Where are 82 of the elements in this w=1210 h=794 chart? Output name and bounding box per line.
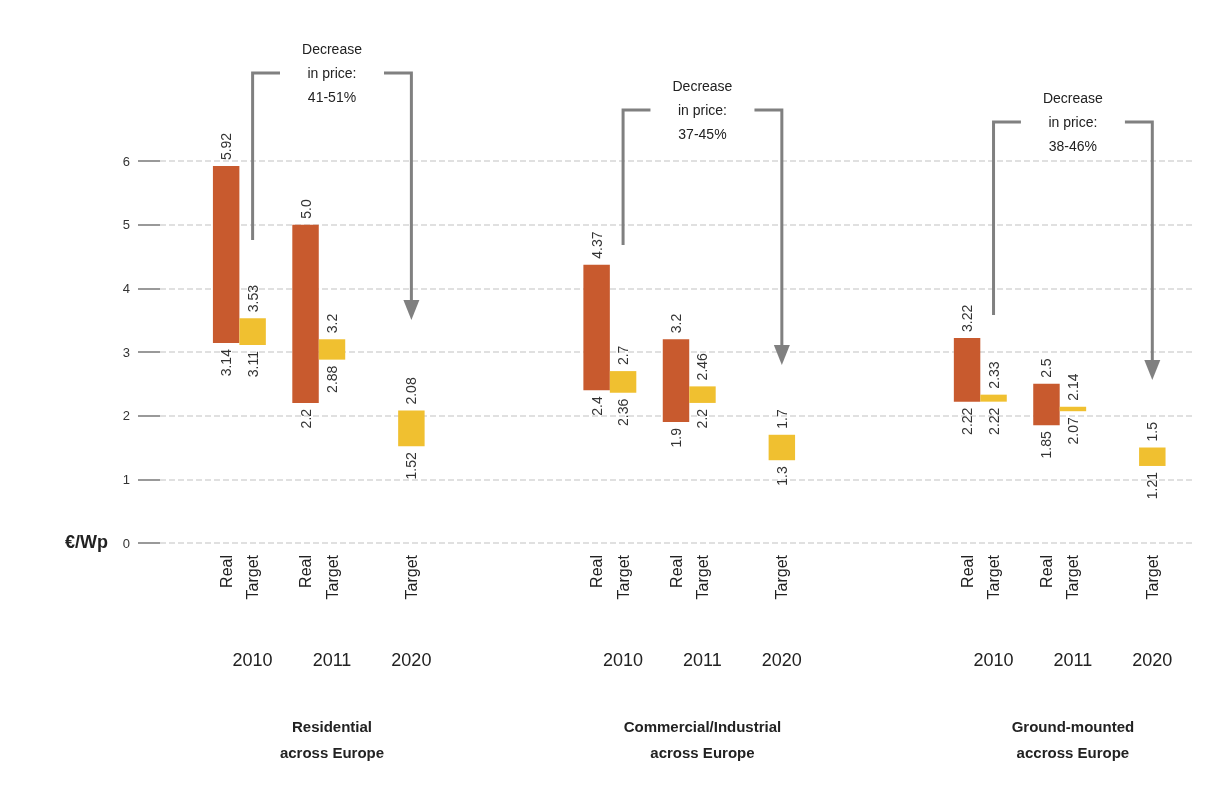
x-tick-label: Target [985,554,1003,600]
x-tick-label: Target [402,554,420,600]
data-label: 5.92 [218,132,235,161]
bar [1139,447,1166,466]
annotation: 2.22 [959,407,976,435]
text: 2020 [761,650,802,671]
text: 2020 [391,650,432,671]
annotation: 1.3 [773,466,790,486]
annotation: 3.14 [218,348,235,377]
bar [953,337,981,402]
bar [212,166,240,344]
bar [292,224,319,403]
bar [662,339,690,423]
text: Ground-mounted accross Europe [1011,717,1135,763]
text: 2010 [973,650,1014,671]
annotation: 1.21 [1144,471,1161,500]
annotation: 1.9 [668,427,684,448]
data-label: 2.46 [694,352,711,381]
text: 2011 [1053,650,1093,671]
bar [398,410,425,447]
annotation: 2.88 [324,365,340,393]
x-tick-label: Real [297,555,315,588]
x-tick-label: Target [323,554,341,600]
bar [689,386,716,403]
annotation: 2.36 [615,398,632,426]
y-tick-label: 6 [122,153,130,169]
annotation: 1.85 [1038,431,1055,459]
bar [583,264,610,391]
x-tick-label: Real [1037,555,1055,588]
data-label: 2.14 [1064,373,1081,401]
y-tick-label: 1 [122,471,130,487]
x-tick-label: Target [693,554,711,600]
x-tick-label: Real [958,555,976,588]
text: 2010 [603,650,644,671]
data-label: 3.2 [668,313,684,334]
y-tick-label: 0 [122,535,130,551]
x-tick-label: Real [217,555,235,588]
data-label: 2.5 [1038,358,1055,378]
text: Residential across Europe [279,717,385,763]
data-label: 4.37 [588,231,605,259]
text: 2011 [683,650,722,671]
y-tick-label: 2 [122,408,130,424]
y-tick-label: 5 [122,217,130,233]
text: 2011 [312,650,352,671]
data-label: 1.5 [1144,421,1161,442]
x-tick-label: Target [614,554,632,600]
annotation: 2.2 [694,408,711,429]
data-label: 5.0 [297,198,314,219]
bar [318,339,346,360]
data-label: 1.7 [773,409,790,429]
annotation: 2.4 [588,395,605,416]
bar [1033,383,1060,426]
bar [980,394,1007,402]
y-tick-label: 3 [122,344,130,360]
bar [768,434,796,461]
bar [609,371,637,393]
x-tick-label: Real [588,555,606,588]
data-label: 3.53 [244,284,261,313]
x-tick-label: Target [1143,554,1161,600]
data-label: 3.2 [324,313,340,334]
annotation: 2.07 [1064,417,1081,445]
annotation: 1.52 [403,452,420,480]
data-label: 3.22 [959,304,976,332]
annotation: 2.22 [985,407,1002,435]
text: Decrease in price: 37-45% [668,74,737,146]
annotation: 3.11 [244,350,261,378]
text: Decrease in price: 38-46% [1038,86,1107,158]
data-label: 2.33 [985,361,1002,389]
x-tick-label: Target [244,554,262,600]
text: Decrease in price: 41-51% [298,37,366,109]
text: 2010 [232,650,273,671]
y-tick-label: 4 [122,280,130,296]
data-label: 2.08 [403,377,420,405]
x-tick-label: Target [773,554,791,600]
text: Commercial/Industrial across Europe [623,717,782,763]
bar [239,318,266,345]
data-label: 2.7 [615,345,632,366]
x-tick-label: Real [667,555,685,588]
annotation: 2.2 [297,408,314,429]
x-tick-label: Target [1064,554,1082,600]
y-axis-title: €/Wp [65,532,108,553]
text: 2020 [1132,650,1173,671]
